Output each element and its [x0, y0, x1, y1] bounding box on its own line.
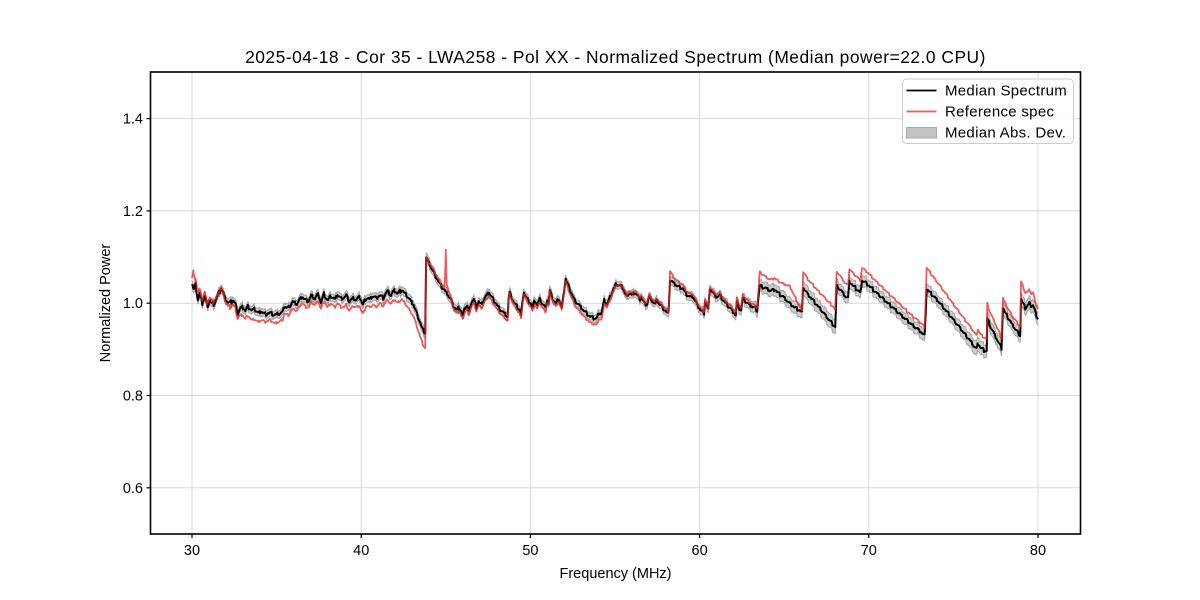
- svg-text:Frequency (MHz): Frequency (MHz): [560, 566, 672, 582]
- svg-text:2025-04-18 - Cor 35 - LWA258 -: 2025-04-18 - Cor 35 - LWA258 - Pol XX - …: [245, 47, 986, 67]
- svg-text:40: 40: [353, 543, 369, 559]
- svg-text:70: 70: [861, 543, 877, 559]
- svg-text:1.4: 1.4: [123, 112, 143, 128]
- svg-text:Normalized Power: Normalized Power: [98, 244, 114, 363]
- svg-text:80: 80: [1030, 543, 1046, 559]
- svg-text:0.8: 0.8: [123, 389, 143, 405]
- svg-text:30: 30: [184, 543, 200, 559]
- svg-text:0.6: 0.6: [123, 481, 143, 497]
- svg-text:Reference spec: Reference spec: [945, 104, 1054, 121]
- svg-text:60: 60: [692, 543, 708, 559]
- svg-text:Median Abs. Dev.: Median Abs. Dev.: [945, 125, 1066, 142]
- svg-text:1.0: 1.0: [123, 296, 143, 312]
- svg-text:50: 50: [522, 543, 538, 559]
- svg-text:Median Spectrum: Median Spectrum: [945, 83, 1067, 100]
- svg-text:1.2: 1.2: [123, 204, 143, 220]
